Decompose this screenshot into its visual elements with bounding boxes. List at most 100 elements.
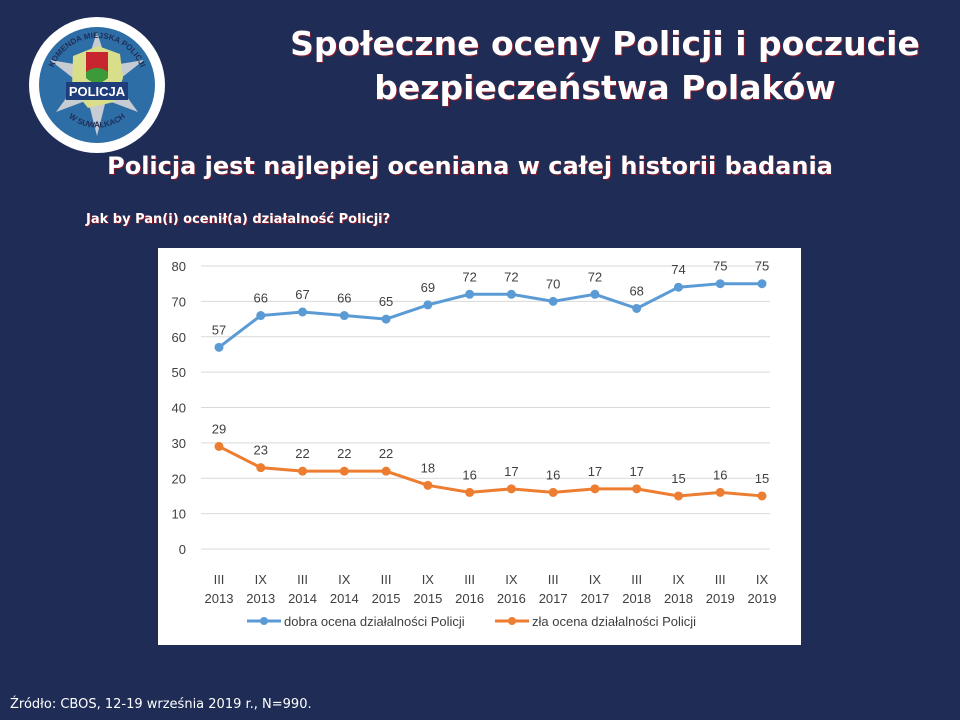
x-tick-label-month: III [297,572,308,587]
data-point [256,463,266,473]
y-tick-label: 60 [172,330,186,345]
x-tick-label-month: III [381,572,392,587]
data-label: 29 [212,421,226,436]
data-point [423,300,433,310]
data-point [214,441,224,451]
chart-legend: dobra ocena działalności Policji zła ocen… [247,614,696,629]
y-tick-label: 0 [179,542,186,557]
x-tick-label-year: 2013 [246,591,275,606]
series-bad-rating: 29 23 22 22 22 18 16 17 16 17 17 15 16 15 [212,421,769,501]
data-point [590,289,600,299]
x-tick-label-month: III [548,572,559,587]
data-label: 22 [337,446,351,461]
data-label: 22 [379,446,393,461]
legend-label: dobra ocena działalności Policji [284,614,465,629]
x-tick-label-month: III [715,572,726,587]
x-tick-label-year: 2013 [205,591,234,606]
logo-policja-text: POLICJA [69,84,126,99]
x-tick-label-month: III [214,572,225,587]
chart-series: 57 66 67 66 65 69 72 72 70 72 68 74 75 75 29 23 22 22 22 18… [212,259,769,501]
data-point [465,487,475,497]
data-point [298,466,308,476]
x-tick-label-year: 2018 [622,591,651,606]
y-tick-label: 80 [172,259,186,274]
series-good-rating: 57 66 67 66 65 69 72 72 70 72 68 74 75 75 [212,259,769,352]
x-tick-label-year: 2018 [664,591,693,606]
legend-marker-icon [508,617,516,625]
data-label: 57 [212,322,226,337]
data-label: 66 [254,291,268,306]
x-tick-label-month: IX [589,572,602,587]
data-point [465,289,475,299]
data-point [339,466,349,476]
x-tick-label-year: 2016 [497,591,526,606]
line-chart-container: 0 10 20 30 40 50 60 70 80 III 2013 IX 2013 III 2014 IX… [158,248,801,645]
data-point [632,484,642,494]
data-label: 70 [546,276,560,291]
x-tick-label-month: IX [756,572,769,587]
legend-item: zła ocena działalności Policji [495,614,696,629]
data-point [214,342,224,352]
y-tick-label: 10 [172,507,186,522]
x-tick-label-year: 2014 [288,591,317,606]
x-tick-label-month: IX [338,572,351,587]
survey-question: Jak by Pan(i) ocenił(a) działalność Poli… [86,212,391,227]
x-tick-label-year: 2015 [413,591,442,606]
legend-item: dobra ocena działalności Policji [247,614,465,629]
data-point [423,480,433,490]
data-label: 75 [755,259,769,274]
x-tick-label-year: 2017 [539,591,568,606]
data-label: 74 [671,262,685,277]
x-tick-label-month: IX [255,572,268,587]
data-point [256,311,266,321]
x-tick-label-year: 2014 [330,591,359,606]
legend-marker-icon [260,617,268,625]
y-tick-label: 50 [172,365,186,380]
line-chart: 0 10 20 30 40 50 60 70 80 III 2013 IX 2013 III 2014 IX… [172,259,777,629]
data-point [506,289,516,299]
data-point [298,307,308,317]
y-tick-label: 70 [172,294,186,309]
x-axis-ticks: III 2013 IX 2013 III 2014 IX 2014 III 2015 IX 2015 I… [205,572,777,606]
x-tick-label-month: III [631,572,642,587]
data-label: 16 [713,467,727,482]
data-point [339,311,349,321]
data-label: 72 [462,269,476,284]
x-tick-label-month: IX [672,572,685,587]
data-point [673,282,683,292]
police-logo: POLICJA KOMENDA MIEJSKA POLICJI W SUWAŁK… [28,16,166,154]
page-subtitle: Policja jest najlepiej oceniana w całej … [107,152,833,180]
source-note: Źródło: CBOS, 12-19 września 2019 r., N=… [10,697,312,712]
data-point [757,491,767,501]
title-line-2: bezpieczeństwa Polaków [374,68,836,107]
series-line [218,445,763,498]
data-point [548,487,558,497]
data-label: 68 [629,283,643,298]
page-title: Społeczne oceny Policji i poczucie bezpi… [280,22,930,110]
x-tick-label-year: 2019 [748,591,777,606]
data-label: 16 [546,467,560,482]
chart-grid [201,265,770,550]
x-tick-label-year: 2015 [372,591,401,606]
data-label: 69 [421,280,435,295]
data-label: 17 [629,464,643,479]
y-axis-ticks: 0 10 20 30 40 50 60 70 80 [172,259,186,557]
x-tick-label-month: IX [505,572,518,587]
title-line-1: Społeczne oceny Policji i poczucie [290,24,920,63]
y-tick-label: 30 [172,436,186,451]
data-point [548,296,558,306]
y-tick-label: 40 [172,401,186,416]
data-label: 16 [462,467,476,482]
x-tick-label-year: 2019 [706,591,735,606]
data-label: 18 [421,460,435,475]
data-label: 15 [671,471,685,486]
data-label: 17 [504,464,518,479]
data-label: 66 [337,291,351,306]
data-point [381,314,391,324]
data-point [381,466,391,476]
data-label: 23 [254,443,268,458]
data-point [715,279,725,289]
data-point [506,484,516,494]
data-label: 15 [755,471,769,486]
data-point [632,303,642,313]
